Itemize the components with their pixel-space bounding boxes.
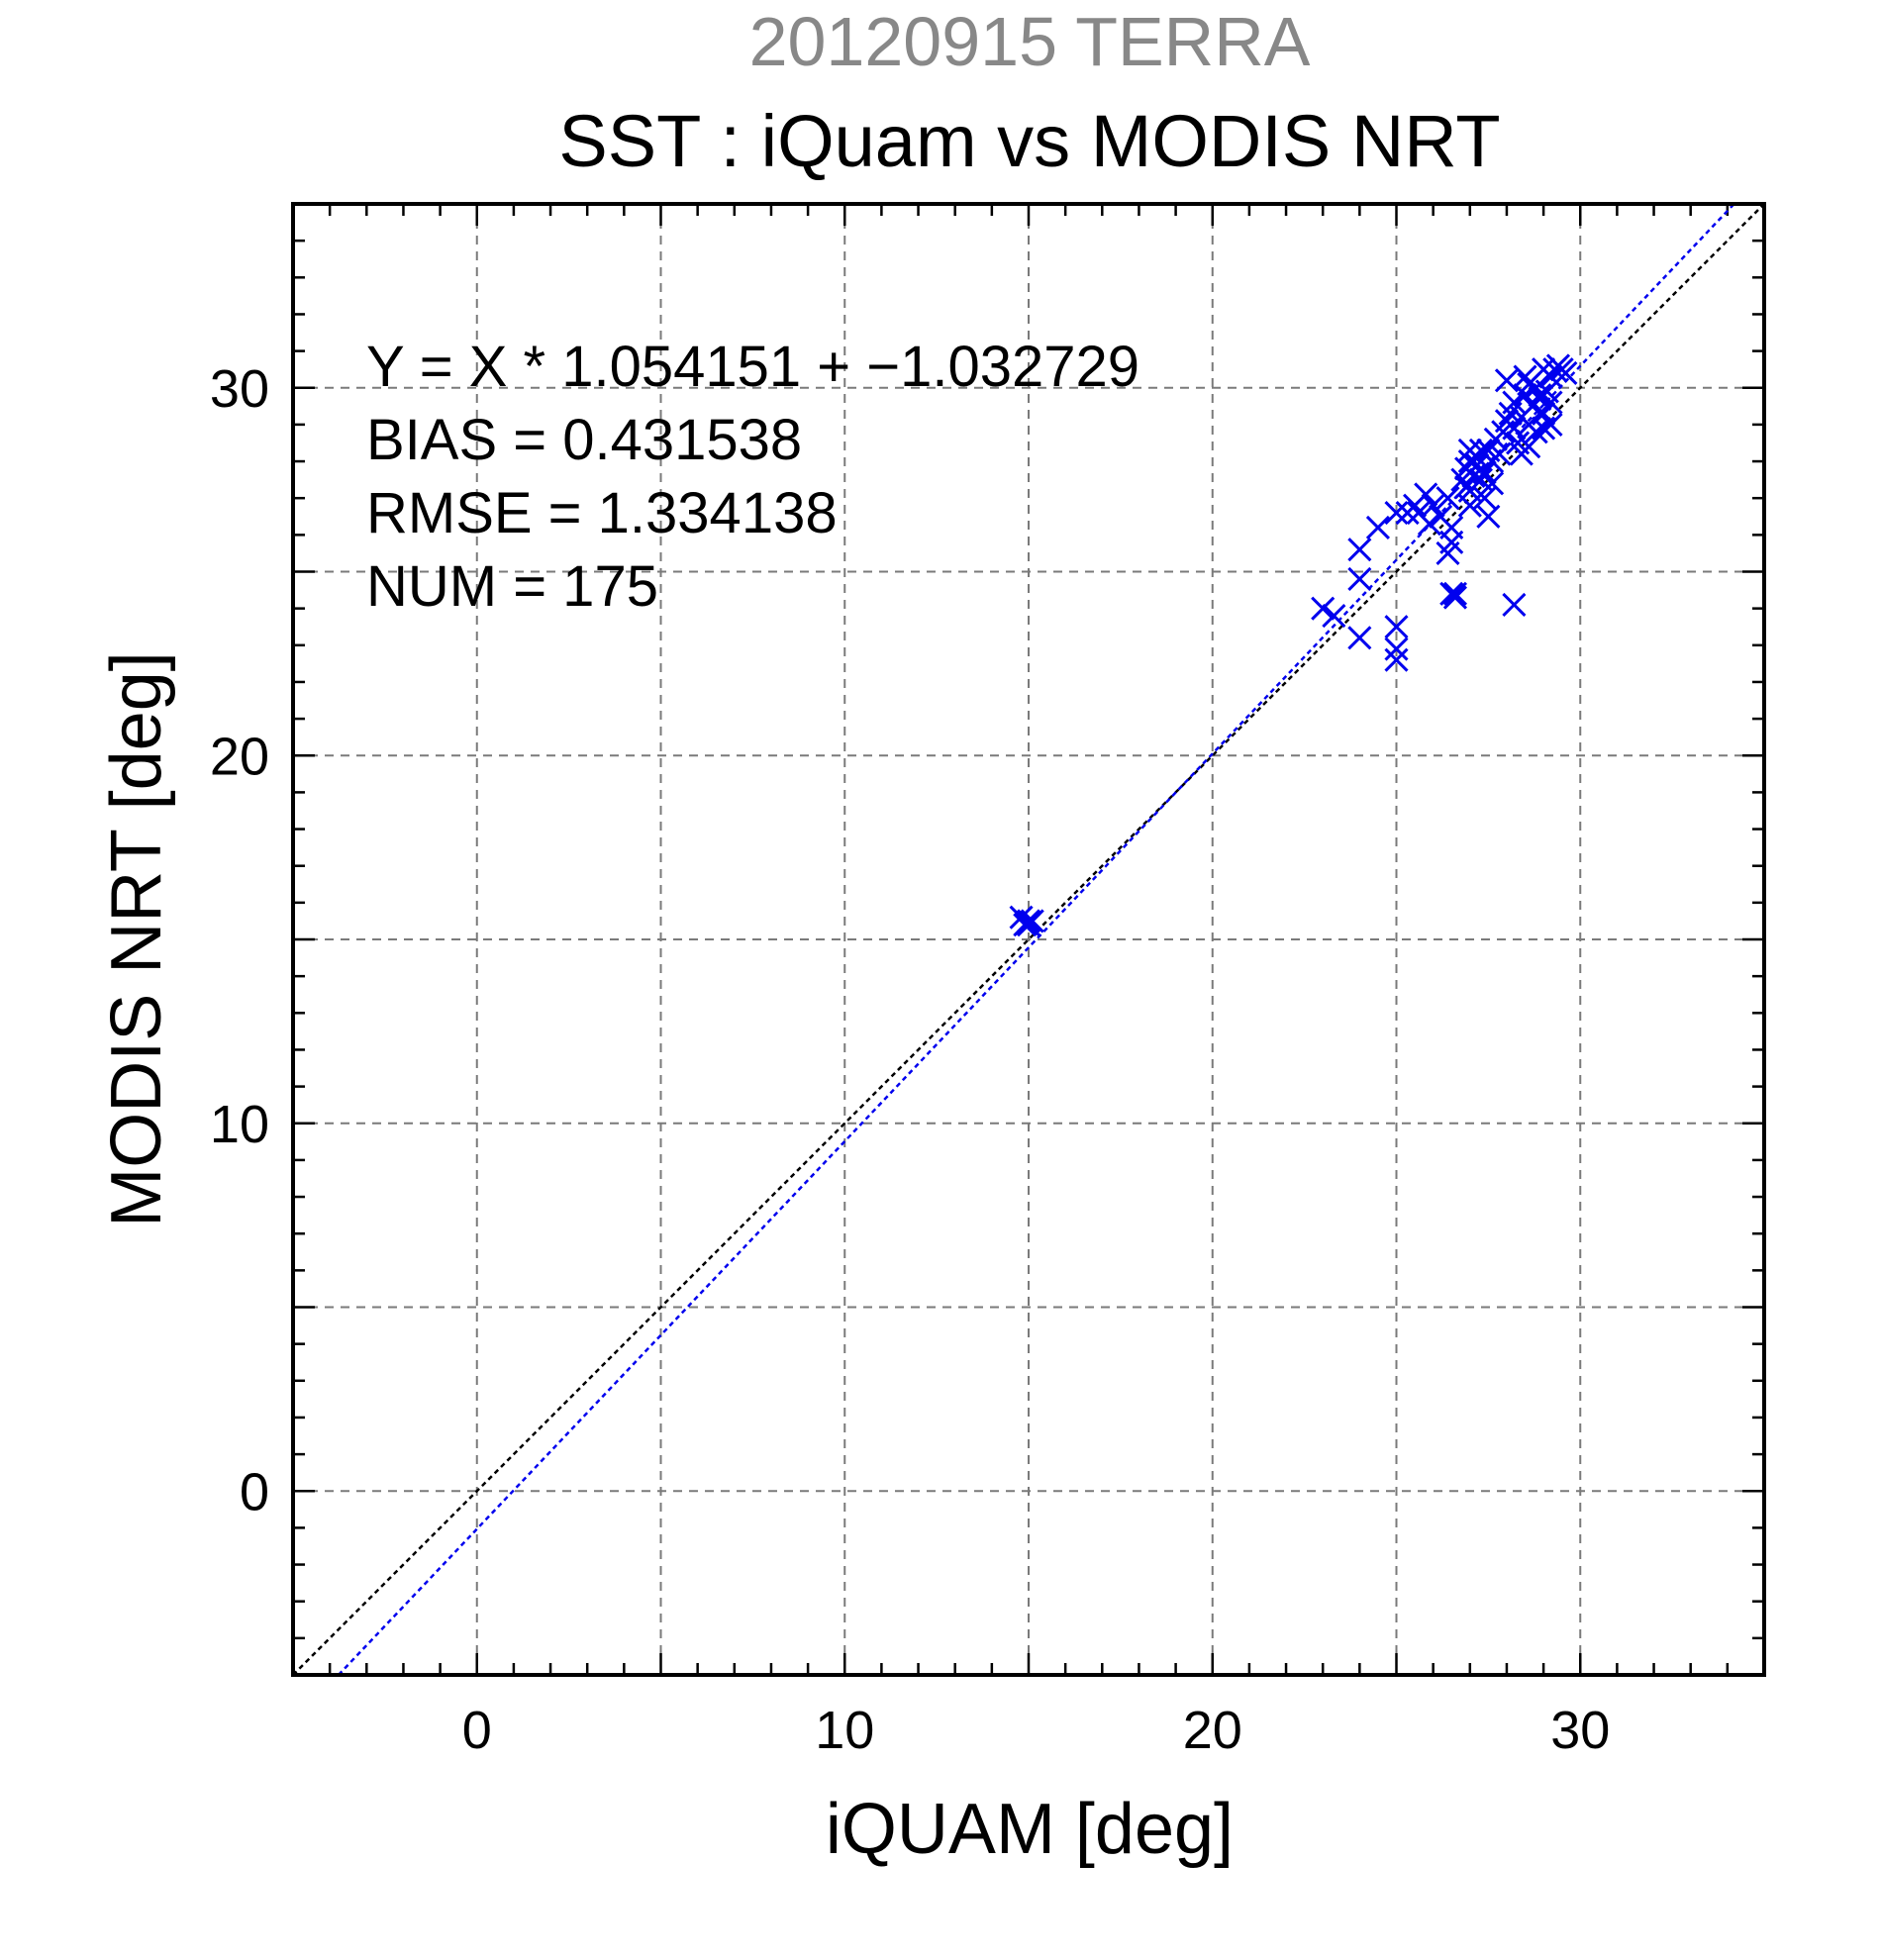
data-point — [1487, 441, 1512, 466]
data-point — [1347, 566, 1372, 591]
y-tick-label: 0 — [240, 1462, 269, 1521]
data-point — [1384, 647, 1409, 672]
y-tick-label: 30 — [210, 359, 269, 419]
data-point — [1538, 390, 1563, 415]
data-point — [1480, 471, 1505, 496]
x-tick-label: 10 — [815, 1701, 874, 1760]
plot-frame — [291, 202, 1766, 1677]
data-point — [1414, 482, 1438, 507]
y-tick-label: 10 — [210, 1095, 269, 1154]
data-point — [1476, 504, 1501, 529]
data-point — [1457, 493, 1482, 518]
stats-line: NUM = 175 — [366, 554, 658, 619]
data-point — [1494, 368, 1520, 393]
data-points — [1009, 353, 1578, 937]
y-tick-label: 20 — [210, 727, 269, 786]
data-point — [1442, 581, 1468, 606]
data-point — [1384, 615, 1409, 639]
x-tick-label: 30 — [1550, 1701, 1610, 1760]
y-axis-label: MODIS NRT [deg] — [97, 651, 176, 1227]
data-point — [1436, 540, 1460, 565]
stats-line: BIAS = 0.431538 — [366, 408, 802, 472]
data-point — [1538, 364, 1563, 389]
y-tick-labels: 0 10 20 30 — [210, 359, 269, 1522]
data-point — [1454, 474, 1479, 500]
x-axis-label: iQUAM [deg] — [826, 1790, 1234, 1869]
data-point — [1517, 435, 1541, 459]
data-point — [1472, 486, 1497, 511]
data-point — [1553, 360, 1578, 385]
data-point — [1538, 412, 1563, 437]
x-tick-labels: 0 10 20 30 — [462, 1701, 1611, 1760]
data-point — [1322, 604, 1346, 629]
stats-line: RMSE = 1.334138 — [366, 481, 838, 545]
data-point — [1365, 515, 1390, 539]
data-point — [1502, 416, 1527, 441]
data-point — [1483, 427, 1508, 451]
data-point — [1311, 596, 1336, 621]
stats-line: Y = X * 1.054151 + −1.032729 — [366, 335, 1139, 399]
data-point — [1468, 438, 1494, 462]
data-point — [1439, 515, 1464, 539]
data-point — [1417, 512, 1442, 537]
data-point — [1472, 460, 1497, 485]
x-tick-label: 0 — [462, 1701, 492, 1760]
data-point — [1384, 637, 1409, 661]
data-point — [1016, 909, 1041, 933]
data-point — [1498, 401, 1523, 426]
chart-supertitle: 20120915 TERRA — [749, 3, 1311, 80]
data-point — [1020, 909, 1044, 933]
data-point — [1524, 420, 1548, 444]
data-point — [1502, 592, 1527, 617]
data-point — [1347, 626, 1372, 650]
data-point — [1347, 538, 1372, 562]
data-point — [1436, 486, 1460, 511]
x-tick-label: 20 — [1183, 1701, 1242, 1760]
chart-title: SST : iQuam vs MODIS NRT — [558, 100, 1500, 182]
data-point — [1532, 416, 1556, 441]
data-point — [1442, 585, 1468, 610]
data-point — [1465, 445, 1490, 470]
data-point — [1421, 493, 1445, 518]
data-point — [1517, 371, 1541, 397]
stats-annotation: Y = X * 1.054151 + −1.032729 BIAS = 0.431… — [366, 335, 1139, 619]
data-point — [1384, 500, 1409, 526]
